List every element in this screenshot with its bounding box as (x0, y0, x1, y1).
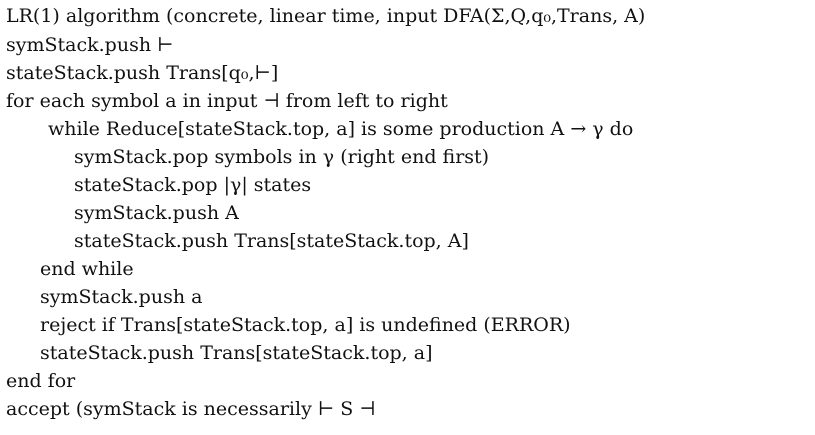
algorithm-line-7: symStack.push A (74, 202, 239, 224)
algorithm-line-10: symStack.push a (40, 286, 203, 308)
algorithm-line-9: end while (40, 258, 134, 280)
algorithm-line-5: symStack.pop symbols in γ (right end fir… (74, 146, 490, 168)
algorithm-line-3: for each symbol a in input ⊣ from left t… (6, 90, 448, 112)
algorithm-line-6: stateStack.pop |γ| states (74, 174, 312, 196)
algorithm-line-11: reject if Trans[stateStack.top, a] is un… (40, 314, 571, 336)
algorithm-line-4: while Reduce[stateStack.top, a] is some … (48, 118, 634, 140)
algorithm-line-2: stateStack.push Trans[q₀,⊢] (6, 62, 279, 84)
algorithm-line-8: stateStack.push Trans[stateStack.top, A] (74, 230, 469, 252)
algorithm-title: LR(1) algorithm (concrete, linear time, … (6, 5, 646, 27)
algorithm-line-13: end for (6, 370, 76, 392)
algorithm-line-12: stateStack.push Trans[stateStack.top, a] (40, 342, 433, 364)
algorithm-line-14: accept (symStack is necessarily ⊢ S ⊣ (6, 398, 376, 420)
algorithm-line-1: symStack.push ⊢ (6, 34, 174, 56)
